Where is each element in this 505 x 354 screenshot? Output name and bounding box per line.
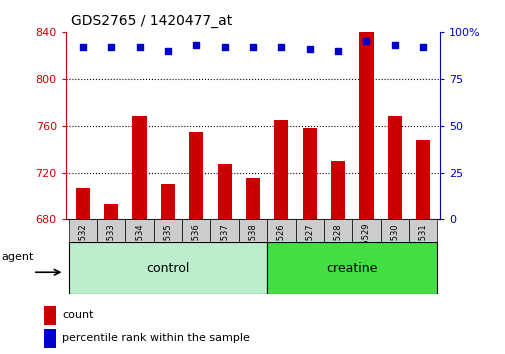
Point xyxy=(220,44,228,50)
Text: GSM115536: GSM115536 xyxy=(191,223,200,274)
Bar xyxy=(217,164,231,219)
Text: control: control xyxy=(146,262,189,275)
Text: GDS2765 / 1420477_at: GDS2765 / 1420477_at xyxy=(71,14,232,28)
Bar xyxy=(245,178,260,219)
Text: percentile rank within the sample: percentile rank within the sample xyxy=(62,333,250,343)
Point xyxy=(135,44,143,50)
Bar xyxy=(104,204,118,219)
Bar xyxy=(69,219,97,242)
Bar xyxy=(154,219,182,242)
Text: agent: agent xyxy=(2,252,34,262)
Bar xyxy=(97,219,125,242)
Text: GSM115535: GSM115535 xyxy=(163,223,172,274)
Text: GSM115533: GSM115533 xyxy=(107,223,116,274)
Bar xyxy=(295,219,323,242)
Bar xyxy=(210,219,238,242)
Point xyxy=(390,42,398,48)
Text: GSM115526: GSM115526 xyxy=(276,223,285,274)
Bar xyxy=(132,116,146,219)
Bar xyxy=(182,219,210,242)
Bar xyxy=(125,219,154,242)
Text: count: count xyxy=(62,310,94,320)
Point xyxy=(277,44,285,50)
Bar xyxy=(76,188,90,219)
Bar xyxy=(408,219,436,242)
Text: GSM115532: GSM115532 xyxy=(78,223,87,274)
Text: GSM115531: GSM115531 xyxy=(418,223,427,274)
Bar xyxy=(69,242,267,294)
Bar xyxy=(267,219,295,242)
Text: creatine: creatine xyxy=(326,262,377,275)
Text: GSM115529: GSM115529 xyxy=(361,223,370,273)
Point xyxy=(164,48,172,53)
Bar xyxy=(359,32,373,219)
Point xyxy=(362,38,370,44)
Point xyxy=(305,46,313,52)
Bar xyxy=(415,140,429,219)
Bar xyxy=(387,116,401,219)
Text: GSM115538: GSM115538 xyxy=(248,223,257,274)
Text: GSM115527: GSM115527 xyxy=(305,223,314,274)
Point xyxy=(248,44,257,50)
Point xyxy=(192,42,200,48)
Bar xyxy=(330,161,344,219)
Point xyxy=(333,48,341,53)
Bar xyxy=(161,184,175,219)
Text: GSM115528: GSM115528 xyxy=(333,223,342,274)
Bar xyxy=(44,306,56,325)
Bar xyxy=(44,329,56,348)
Bar xyxy=(189,132,203,219)
Text: GSM115530: GSM115530 xyxy=(389,223,398,274)
Text: GSM115534: GSM115534 xyxy=(135,223,144,274)
Point xyxy=(418,44,426,50)
Bar xyxy=(267,242,436,294)
Bar xyxy=(323,219,351,242)
Point xyxy=(79,44,87,50)
Bar xyxy=(351,219,380,242)
Bar xyxy=(302,128,316,219)
Point xyxy=(107,44,115,50)
Bar xyxy=(380,219,408,242)
Bar xyxy=(238,219,267,242)
Text: GSM115537: GSM115537 xyxy=(220,223,229,274)
Bar xyxy=(274,120,288,219)
